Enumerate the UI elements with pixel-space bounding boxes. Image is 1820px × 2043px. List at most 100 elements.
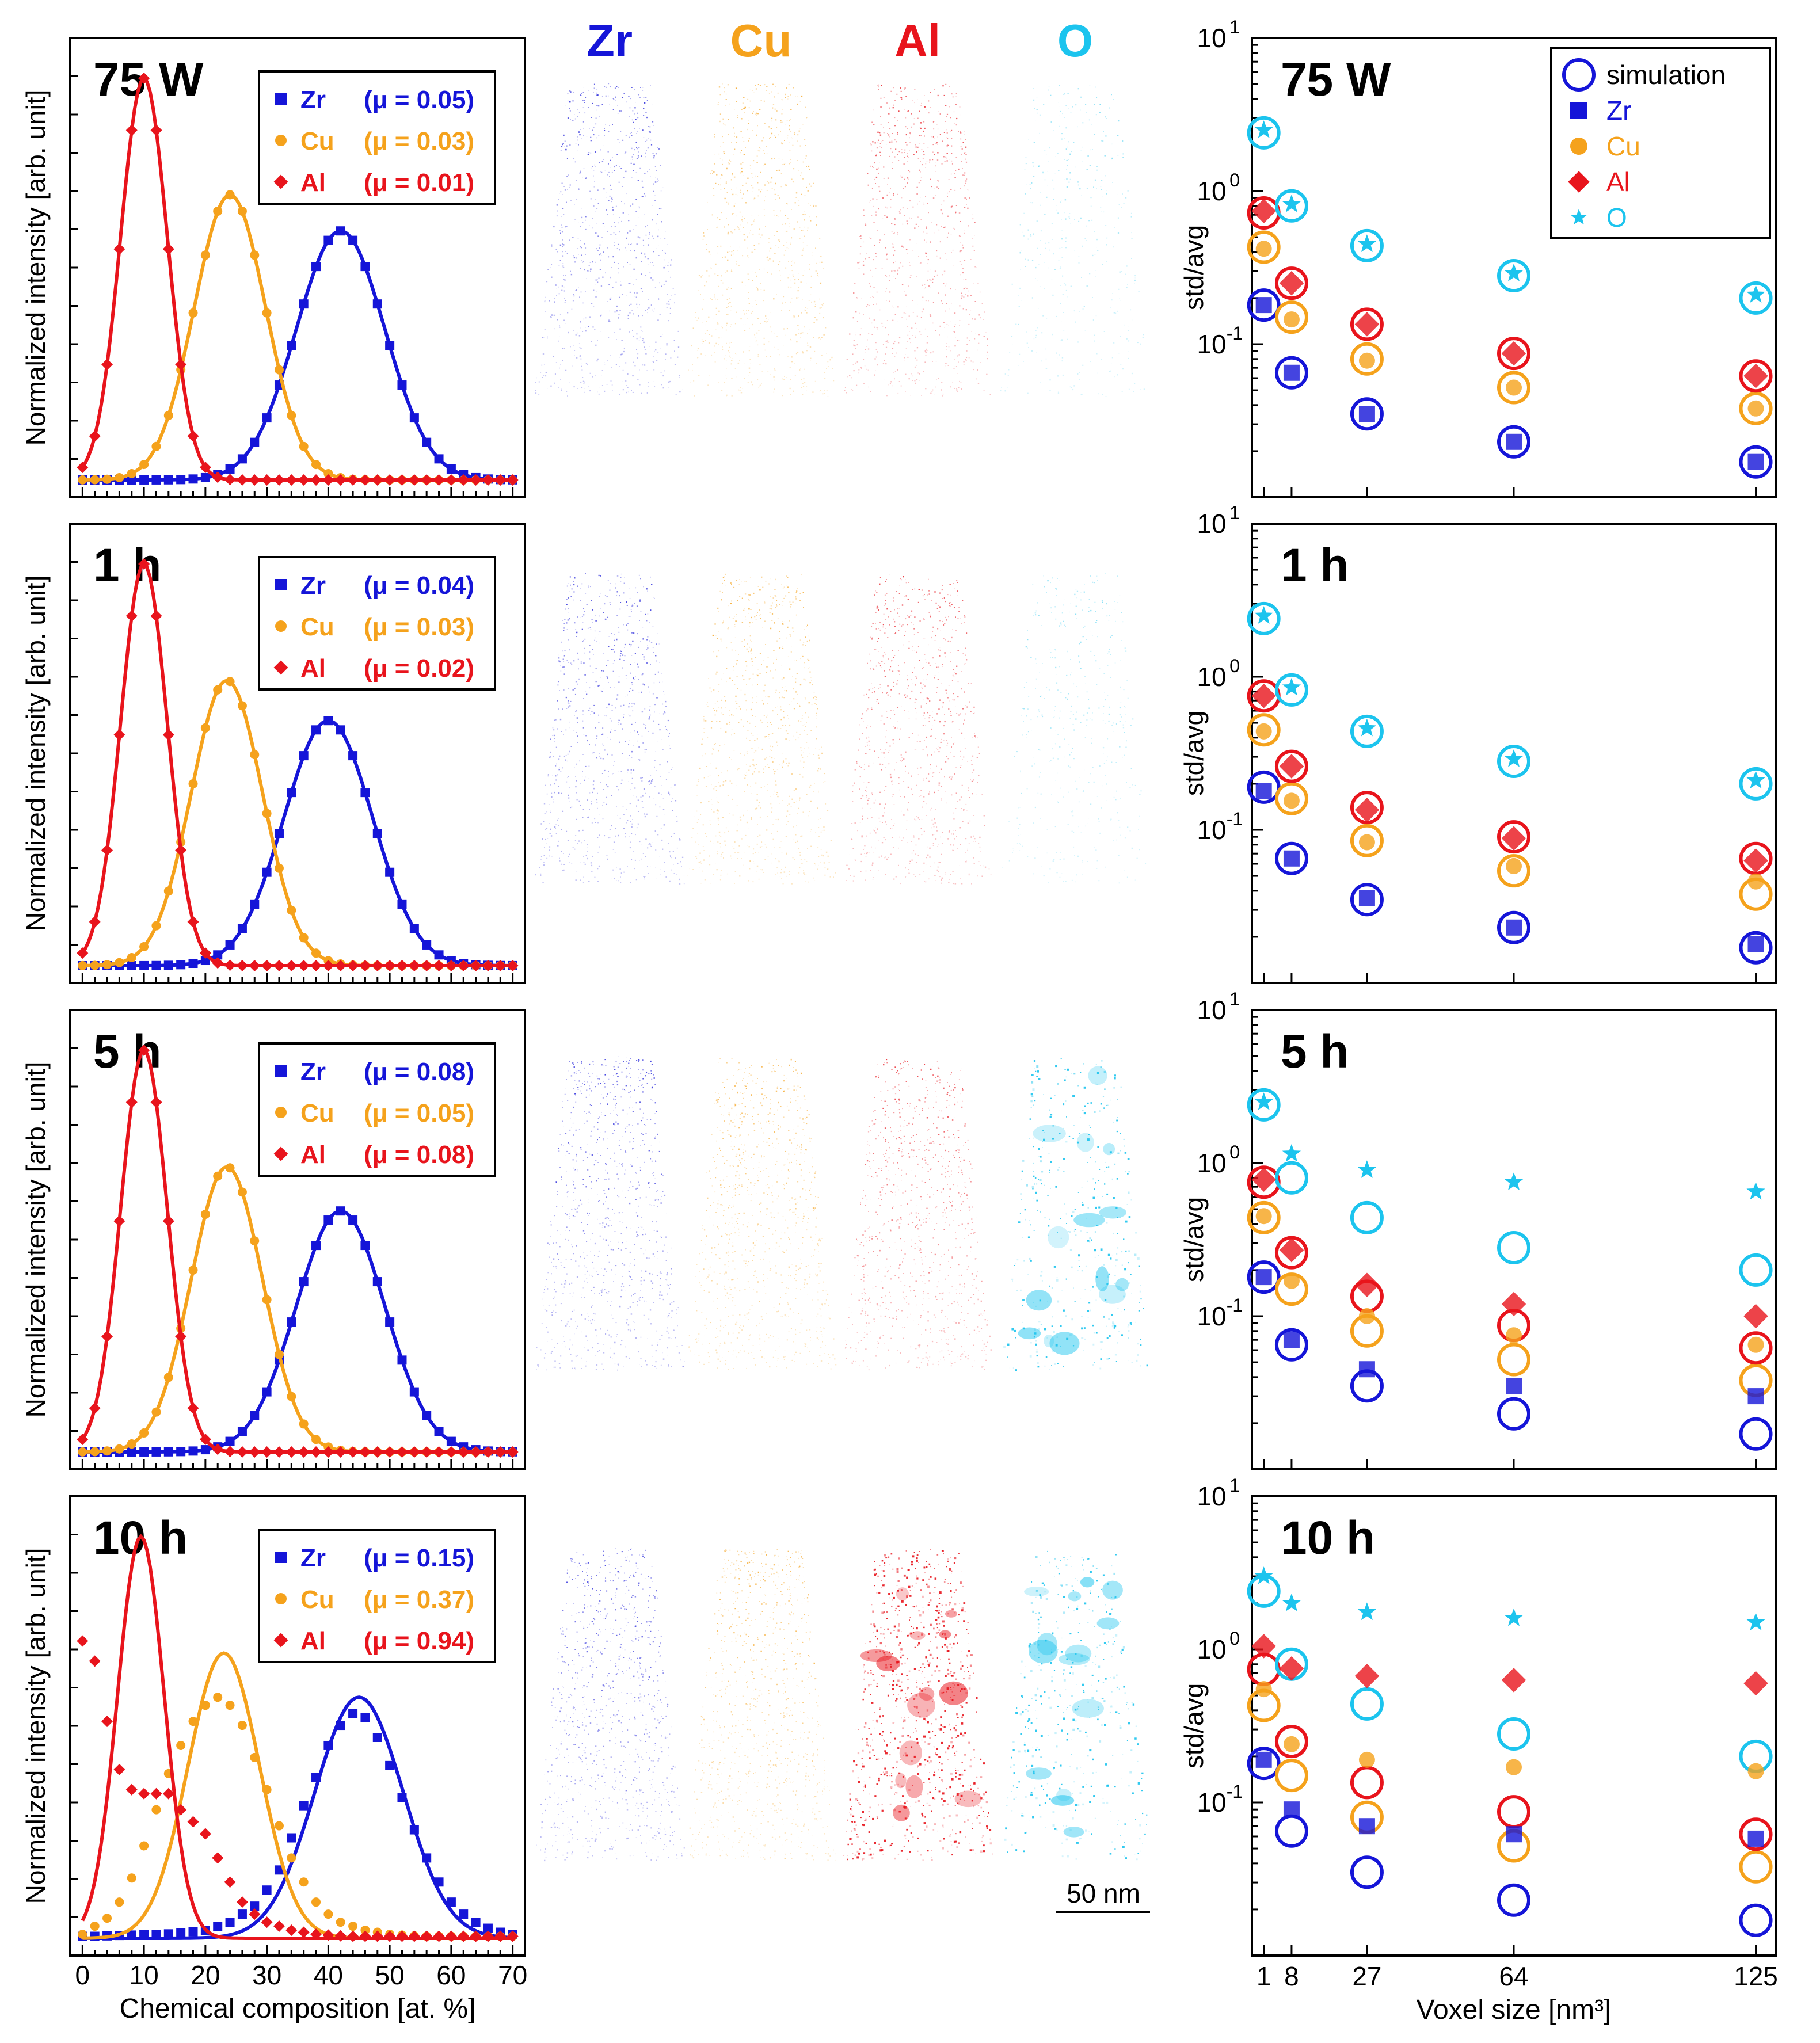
atom-point (1114, 227, 1115, 228)
atom-point (790, 301, 791, 303)
atom-point (903, 246, 904, 248)
atom-point (911, 373, 912, 375)
atom-point (801, 254, 803, 256)
atom-point (795, 739, 797, 741)
atom-point (714, 294, 715, 296)
atom-point (603, 789, 604, 790)
atom-point (765, 226, 766, 227)
atom-point (729, 298, 730, 299)
atom-point (945, 253, 946, 254)
atom-point (623, 93, 625, 94)
atom-point (782, 725, 784, 726)
atom-point (938, 378, 939, 379)
atom-point (785, 231, 787, 232)
atom-point (789, 601, 791, 603)
atom-point (635, 199, 637, 200)
atom-point (666, 345, 668, 346)
atom-point (1125, 197, 1127, 199)
atom-point (648, 873, 649, 874)
atom-point (594, 164, 595, 166)
atom-point (1105, 175, 1106, 177)
atom-point (636, 805, 637, 807)
atom-point (898, 160, 900, 161)
atom-point (602, 818, 604, 820)
atom-point (609, 298, 611, 299)
atom-point (778, 860, 780, 861)
atom-point (593, 654, 594, 655)
atom-point (775, 596, 777, 597)
atom-point (590, 140, 592, 142)
atom-point (801, 95, 803, 97)
atom-point (802, 352, 804, 354)
atom-point (579, 296, 580, 298)
atom-point (564, 189, 566, 191)
atom-point (901, 152, 903, 154)
atom-point (756, 865, 759, 867)
atom-point (819, 307, 821, 309)
atom-point (559, 367, 560, 369)
atom-point (563, 673, 565, 675)
atom-point (951, 153, 953, 154)
atom-point (636, 827, 638, 829)
atom-point (645, 613, 646, 615)
atom-point (576, 357, 578, 359)
atom-point (620, 131, 622, 132)
atom-point (1086, 285, 1088, 287)
atom-point (793, 698, 795, 700)
atom-point (768, 767, 770, 768)
atom-point (724, 87, 725, 89)
atom-point (662, 749, 664, 750)
atom-point (610, 687, 611, 688)
atom-point (949, 106, 950, 108)
atom-point (697, 348, 699, 349)
atom-point (555, 765, 557, 767)
atom-point (721, 275, 722, 277)
atom-point (825, 851, 828, 853)
atom-point (946, 160, 948, 162)
atom-point (923, 143, 925, 144)
atom-point (718, 153, 720, 155)
atom-point (815, 205, 817, 207)
atom-point (951, 163, 953, 165)
atom-point (641, 261, 642, 262)
atom-point (543, 803, 546, 805)
atom-point (904, 291, 905, 292)
atom-point (706, 836, 707, 837)
atom-point (589, 316, 591, 318)
atom-point (795, 691, 797, 693)
atom-point (760, 283, 761, 284)
atom-point (642, 638, 644, 640)
atom-point (629, 312, 631, 314)
atom-point (667, 294, 668, 295)
atom-point (1018, 324, 1019, 325)
atom-point (737, 852, 738, 853)
atom-point (897, 269, 899, 272)
atom-point (598, 277, 600, 279)
atom-point (616, 694, 619, 696)
atom-point (1061, 360, 1063, 362)
atom-point (588, 386, 589, 387)
atom-point (577, 136, 578, 138)
atom-point (575, 835, 577, 836)
atom-point (570, 700, 572, 702)
atom-point (568, 776, 569, 777)
atom-point (816, 712, 817, 714)
atom-point (766, 666, 768, 668)
atom-point (872, 198, 874, 200)
atom-point (874, 162, 875, 164)
atom-point (906, 220, 908, 222)
atom-point (894, 224, 896, 226)
atom-point (784, 376, 785, 377)
atom-point (904, 109, 905, 110)
atom-point (592, 261, 593, 263)
atom-point (612, 98, 614, 100)
atom-point (621, 201, 622, 202)
atom-point (656, 660, 657, 662)
atom-point (539, 867, 540, 868)
atom-point (574, 715, 575, 716)
atom-point (581, 365, 582, 367)
atom-point (1053, 130, 1054, 131)
atom-point (855, 348, 856, 349)
atom-point (741, 858, 742, 859)
atom-point (592, 649, 593, 650)
